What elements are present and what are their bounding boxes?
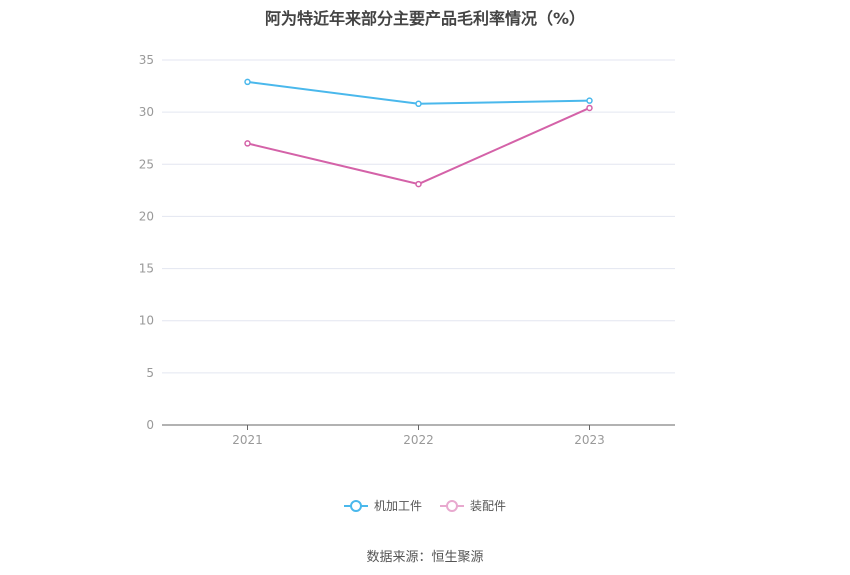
legend-item-series-1[interactable]: 机加工件 <box>343 497 422 514</box>
data-point-series-2 <box>244 140 251 147</box>
legend-marker-series-1 <box>343 499 368 513</box>
data-point-series-2 <box>415 180 422 188</box>
y-tick-label: 25 <box>139 157 154 171</box>
y-tick-label: 35 <box>139 53 154 67</box>
legend-item-series-2[interactable]: 装配件 <box>440 497 506 514</box>
x-tick-label: 2023 <box>574 433 605 447</box>
legend-label-series-2: 装配件 <box>470 499 507 513</box>
y-tick-label: 5 <box>146 366 154 380</box>
legend-label-series-1: 机加工件 <box>373 499 422 513</box>
x-tick-label: 2021 <box>232 433 263 447</box>
y-tick-label: 0 <box>146 418 154 432</box>
data-point-series-1 <box>244 78 251 86</box>
series-line-1 <box>247 80 590 105</box>
chart-title: 阿为特近年来部分主要产品毛利率情况（%） <box>264 9 586 28</box>
data-point-series-1 <box>586 97 593 104</box>
x-tick-label: 2022 <box>403 433 434 447</box>
y-tick-label: 10 <box>139 314 154 328</box>
y-tick-label: 15 <box>139 262 154 276</box>
y-tick-label: 20 <box>139 209 154 223</box>
data-source-note: 数据来源：恒生聚源 <box>366 550 484 565</box>
data-point-series-2 <box>586 104 593 112</box>
data-point-series-1 <box>415 100 422 108</box>
series-line-2 <box>247 107 590 186</box>
y-tick-label: 30 <box>139 105 154 119</box>
chart-legend: 机加工件 装配件 <box>0 497 850 514</box>
legend-marker-series-2 <box>440 499 464 513</box>
line-chart: 0 5 10 15 20 25 30 35 2021 2022 2023 <box>139 53 675 447</box>
